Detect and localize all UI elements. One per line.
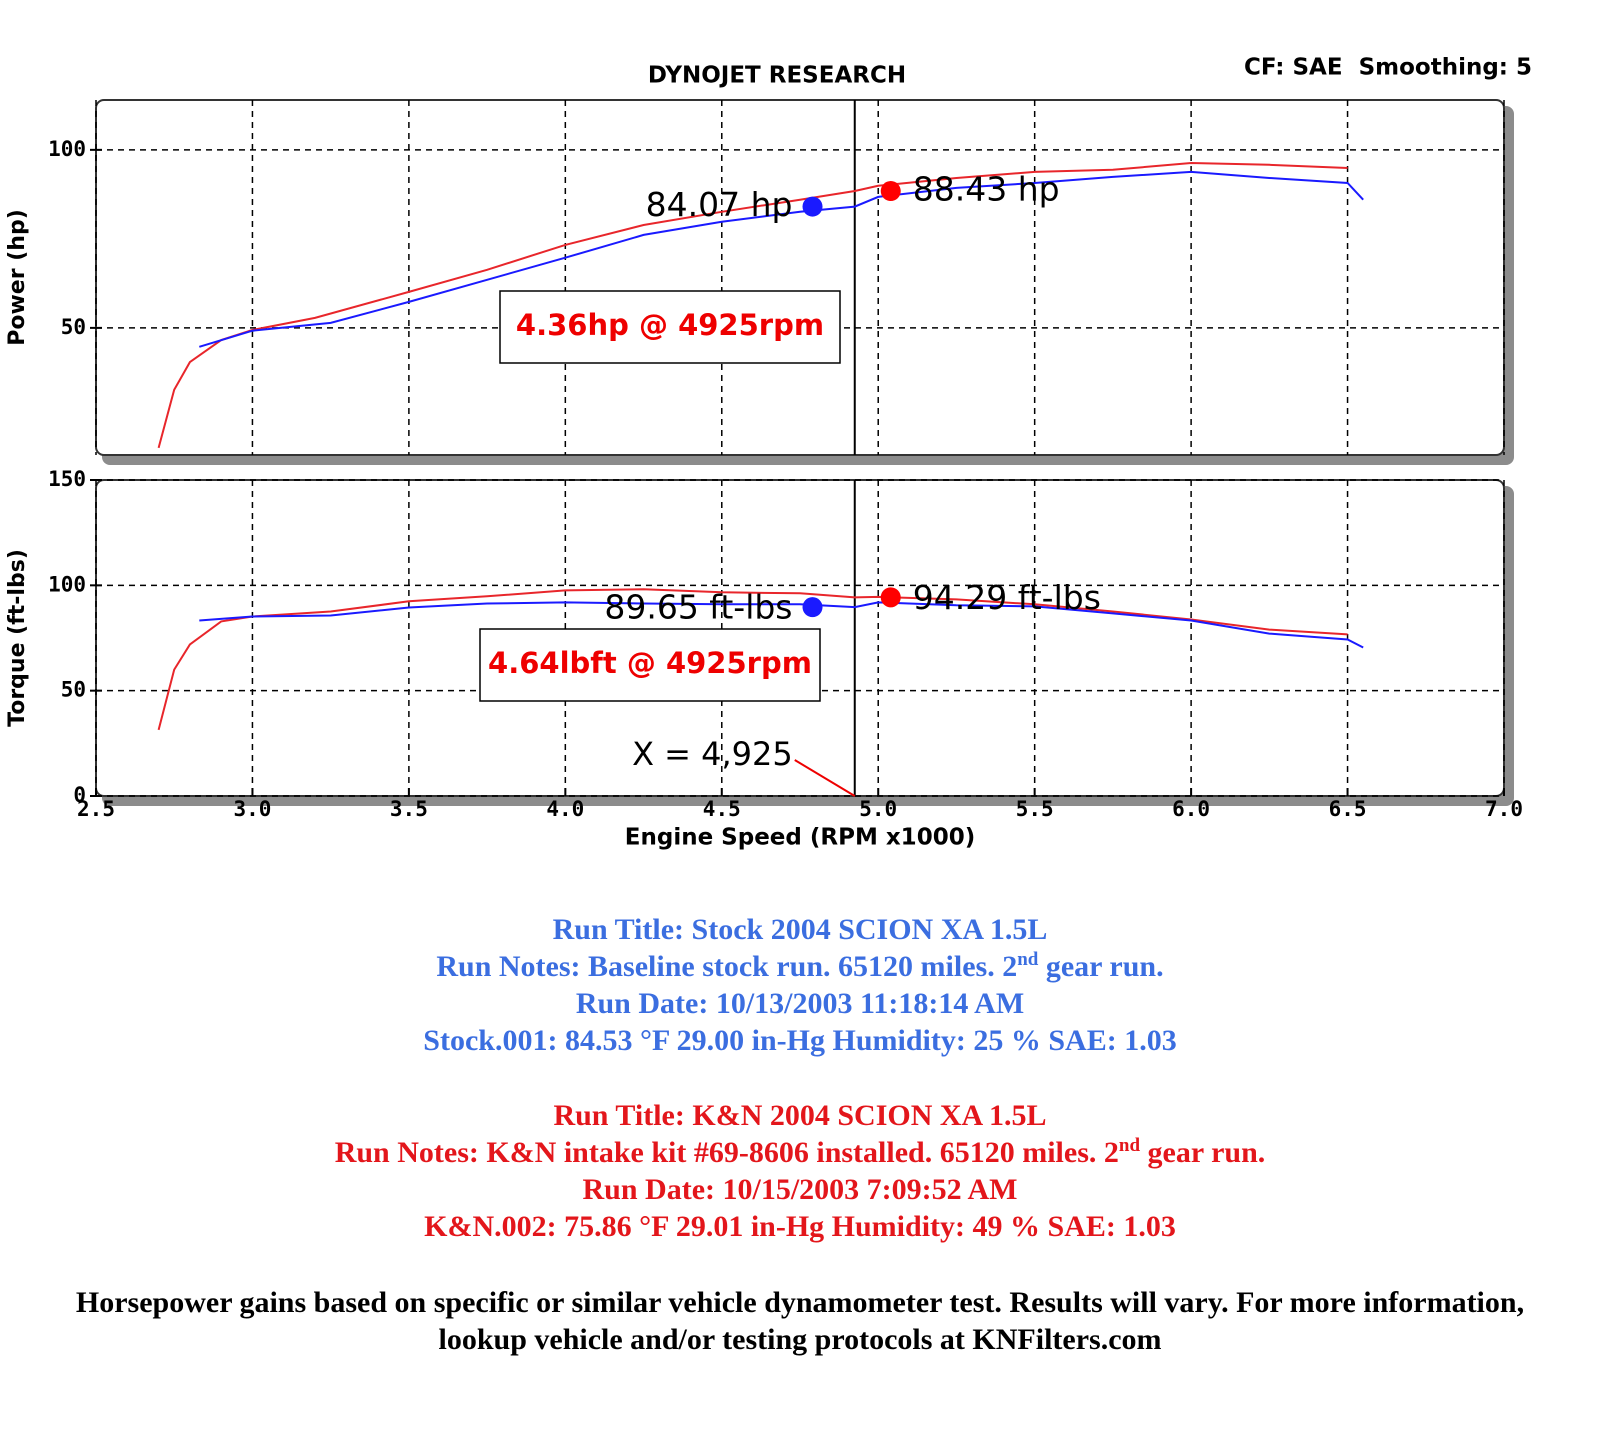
- run-info-line: Run Date: 10/15/2003 7:09:52 AM: [0, 1171, 1600, 1208]
- run-info-kn: Run Title: K&N 2004 SCION XA 1.5L Run Not…: [0, 1097, 1600, 1245]
- run-info-line: K&N.002: 75.86 °F 29.01 in-Hg Humidity: …: [0, 1208, 1600, 1245]
- annotation-box: [479, 628, 821, 702]
- run-info-text: nd: [1118, 1135, 1141, 1156]
- y-axis-label: Torque (ft-lbs): [5, 549, 30, 727]
- marker-label: 89.65 ft-lbs: [604, 588, 792, 627]
- run-info-text: gear run.: [1038, 950, 1164, 983]
- run-info-text: Run Title: K&N 2004 SCION XA 1.5L: [553, 1099, 1047, 1132]
- y-tick-label: 100: [48, 137, 86, 161]
- cursor-label: X = 4,925: [632, 735, 793, 773]
- x-tick-label: 7.0: [1485, 797, 1523, 821]
- annotation-box-text: 4.64lbft @ 4925rpm: [488, 646, 812, 680]
- run-info-text: Run Notes: Baseline stock run. 65120 mil…: [436, 950, 1018, 983]
- x-tick-label: 2.5: [77, 797, 115, 821]
- marker: [880, 181, 901, 202]
- y-tick-label: 100: [48, 572, 86, 596]
- run-info-text: Run Title: Stock 2004 SCION XA 1.5L: [552, 913, 1048, 946]
- x-tick-label: 3.5: [390, 797, 428, 821]
- run-info-text: K&N.002: 75.86 °F 29.01 in-Hg Humidity: …: [424, 1210, 1176, 1243]
- x-tick-label: 3.0: [233, 797, 271, 821]
- chart-subtitle: CF: SAE Smoothing: 5: [1244, 55, 1532, 81]
- x-tick-label: 6.0: [1172, 797, 1210, 821]
- annotation-box-text: 4.36hp @ 4925rpm: [516, 308, 824, 342]
- marker-label: 84.07 hp: [646, 185, 793, 224]
- run-info-line: Run Date: 10/13/2003 11:18:14 AM: [0, 985, 1600, 1022]
- marker: [802, 196, 823, 217]
- marker-label: 94.29 ft-lbs: [913, 578, 1101, 617]
- x-tick-label: 5.5: [1016, 797, 1054, 821]
- x-axis-label: Engine Speed (RPM x1000): [625, 825, 975, 851]
- series-line: [199, 170, 1364, 348]
- marker: [880, 587, 901, 608]
- run-info-line: Run Title: K&N 2004 SCION XA 1.5L: [0, 1097, 1600, 1134]
- run-info-line: Stock.001: 84.53 °F 29.00 in-Hg Humidity…: [0, 1022, 1600, 1059]
- chart-title: DYNOJET RESEARCH: [648, 63, 906, 89]
- annotation-box: [499, 290, 841, 364]
- series-line: [157, 588, 1348, 731]
- marker-label: 88.43 hp: [913, 170, 1060, 209]
- y-tick-label: 150: [48, 467, 86, 491]
- run-info-text: Run Date: 10/13/2003 11:18:14 AM: [575, 987, 1025, 1020]
- run-info-line: Run Title: Stock 2004 SCION XA 1.5L: [0, 911, 1600, 948]
- y-axis-label: Power (hp): [5, 209, 30, 346]
- run-info-text: Run Notes: K&N intake kit #69-8606 insta…: [334, 1136, 1119, 1169]
- x-tick-label: 4.5: [703, 797, 741, 821]
- run-info-text: nd: [1017, 949, 1039, 970]
- y-tick-label: 0: [73, 783, 86, 807]
- marker: [802, 597, 823, 618]
- cursor-arrow: [794, 759, 856, 797]
- chart: DYNOJET RESEARCH CF: SAE Smoothing: 5 50 10…: [5, 55, 1532, 851]
- x-tick-label: 5.0: [859, 797, 897, 821]
- x-tick-label: 4.0: [546, 797, 584, 821]
- run-info-text: Run Date: 10/15/2003 7:09:52 AM: [582, 1173, 1018, 1206]
- run-info-text: Stock.001: 84.53 °F 29.00 in-Hg Humidity…: [423, 1024, 1177, 1057]
- x-tick-label: 6.5: [1329, 797, 1367, 821]
- run-info-line: Run Notes: Baseline stock run. 65120 mil…: [0, 948, 1600, 985]
- run-info-line: Run Notes: K&N intake kit #69-8606 insta…: [0, 1134, 1600, 1171]
- y-tick-label: 50: [61, 678, 86, 702]
- series-line: [199, 601, 1364, 649]
- run-info-text: gear run.: [1140, 1136, 1266, 1169]
- run-info-stock: Run Title: Stock 2004 SCION XA 1.5L Run N…: [0, 911, 1600, 1059]
- y-tick-label: 50: [61, 315, 86, 339]
- disclaimer: Horsepower gains based on specific or si…: [75, 1286, 1525, 1356]
- plot-frame: [95, 99, 1505, 456]
